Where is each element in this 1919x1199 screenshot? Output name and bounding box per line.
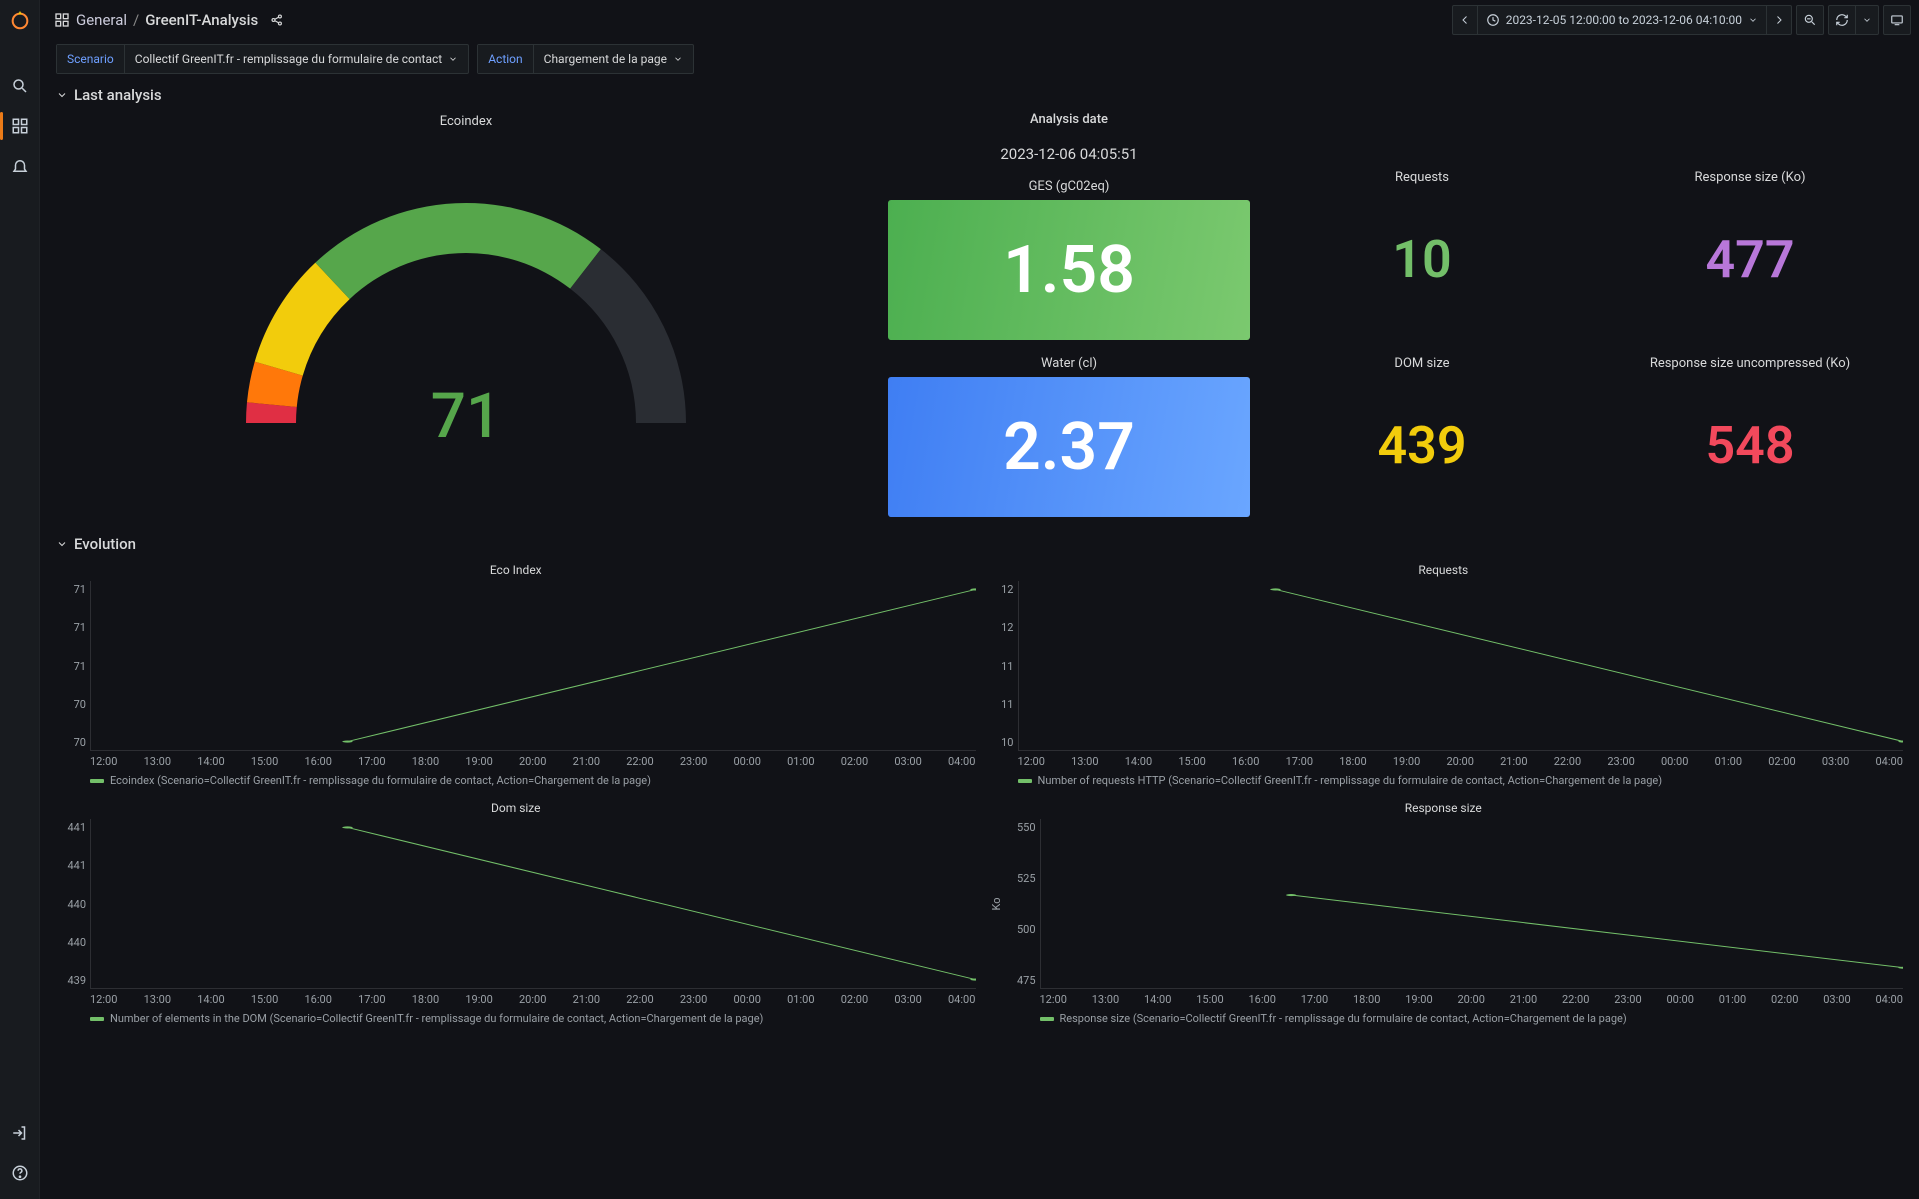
refresh-interval-button[interactable] (1855, 5, 1879, 35)
variable-row: Scenario Collectif GreenIT.fr - rempliss… (40, 40, 1919, 78)
breadcrumb-folder[interactable]: General (76, 11, 127, 29)
chevron-down-icon (1748, 15, 1758, 25)
chevron-down-icon (673, 54, 683, 64)
sidebar (0, 0, 40, 1199)
legend: Ecoindex (Scenario=Collectif GreenIT.fr … (56, 768, 976, 787)
stat-requests: 10 (1262, 189, 1582, 329)
row-title: Last analysis (74, 86, 162, 104)
variable-scenario: Scenario Collectif GreenIT.fr - rempliss… (56, 44, 469, 74)
row-header-evolution[interactable]: Evolution (56, 527, 1903, 557)
panel-chart-ecoindex: Eco Index 7171717070 12:0013:0014:0015:0… (56, 557, 976, 787)
view-mode-button[interactable] (1883, 5, 1911, 35)
panel-title: Water (cl) (884, 350, 1254, 375)
zoom-out-button[interactable] (1796, 5, 1824, 35)
topbar: General / GreenIT-Analysis 2023-12-05 12… (40, 0, 1919, 40)
stat-response-size: 477 (1590, 189, 1910, 329)
help-icon[interactable] (0, 1153, 40, 1193)
signin-icon[interactable] (0, 1113, 40, 1153)
panel-title: Response size (984, 795, 1904, 819)
dashboards-icon (54, 12, 70, 28)
row-title: Evolution (74, 535, 136, 553)
grafana-logo[interactable] (0, 0, 40, 40)
chevron-down-icon (56, 89, 68, 101)
time-range-forward-button[interactable] (1766, 5, 1792, 35)
panel-ecoindex: Ecoindex 71 (56, 108, 876, 519)
panel-chart-response: Response size Ko 550525500475 12:0013:00… (984, 795, 1904, 1025)
x-axis: 12:0013:0014:0015:0016:0017:0018:0019:00… (90, 993, 976, 1006)
x-axis: 12:0013:0014:0015:0016:0017:0018:0019:00… (1018, 755, 1904, 768)
search-icon[interactable] (0, 66, 40, 106)
time-range-picker[interactable]: 2023-12-05 12:00:00 to 2023-12-06 04:10:… (1477, 5, 1767, 35)
panel-title: Dom size (56, 795, 976, 819)
time-range-back-button[interactable] (1452, 5, 1478, 35)
plot[interactable] (1018, 581, 1904, 751)
plot[interactable] (1040, 819, 1904, 989)
variable-scenario-value[interactable]: Collectif GreenIT.fr - remplissage du fo… (125, 45, 468, 73)
panel-title: Ecoindex (56, 108, 876, 133)
stat-dom-size: 439 (1262, 375, 1582, 515)
time-range-label: 2023-12-05 12:00:00 to 2023-12-06 04:10:… (1506, 13, 1742, 27)
analysis-date-title: Analysis date (1030, 112, 1108, 127)
gauge-value: 71 (431, 380, 501, 453)
legend: Number of elements in the DOM (Scenario=… (56, 1006, 976, 1025)
panel-title: GES (gC02eq) (884, 173, 1254, 198)
plot[interactable] (90, 581, 976, 751)
y-axis: 441441440440439 (56, 819, 90, 989)
alerting-icon[interactable] (0, 146, 40, 186)
panel-title: Eco Index (56, 557, 976, 581)
y-axis: 1212111110 (984, 581, 1018, 751)
breadcrumb-dashboard[interactable]: GreenIT-Analysis (145, 11, 258, 29)
x-axis: 12:0013:0014:0015:0016:0017:0018:0019:00… (1040, 993, 1904, 1006)
stat-response-size-uncompressed: 548 (1590, 375, 1910, 515)
variable-action-value[interactable]: Chargement de la page (534, 45, 693, 73)
panel-title: DOM size (1262, 350, 1582, 375)
stat-water: 2.37 (888, 377, 1250, 517)
y-axis: 7171717070 (56, 581, 90, 751)
panel-title: Response size uncompressed (Ko) (1590, 350, 1910, 375)
clock-icon (1486, 13, 1500, 27)
dashboards-icon[interactable] (0, 106, 40, 146)
panel-dom-size: DOM size 439 (1262, 350, 1582, 519)
breadcrumb[interactable]: General / GreenIT-Analysis (48, 7, 290, 33)
panel-chart-requests: Requests 1212111110 12:0013:0014:0015:00… (984, 557, 1904, 787)
row-header-last-analysis[interactable]: Last analysis (56, 78, 1903, 108)
panel-title: Requests (984, 557, 1904, 581)
share-icon[interactable] (270, 13, 284, 27)
stat-ges: 1.58 (888, 200, 1250, 340)
variable-action-label: Action (478, 45, 533, 73)
y-axis-label: Ko (990, 897, 1003, 910)
variable-action: Action Chargement de la page (477, 44, 694, 74)
analysis-date-value: 2023-12-06 04:05:51 (1000, 145, 1137, 163)
breadcrumb-sep: / (133, 11, 139, 29)
panel-response-size: Response size (Ko) 477 (1590, 108, 1910, 342)
panel-chart-dom: Dom size 441441440440439 12:0013:0014:00… (56, 795, 976, 1025)
refresh-button[interactable] (1828, 5, 1856, 35)
toolbar: 2023-12-05 12:00:00 to 2023-12-06 04:10:… (1452, 5, 1911, 35)
panel-water: Water (cl) 2.37 (884, 350, 1254, 519)
legend: Response size (Scenario=Collectif GreenI… (984, 1006, 1904, 1025)
panel-analysis-date-ges: Analysis date 2023-12-06 04:05:51 GES (g… (884, 108, 1254, 342)
variable-scenario-label: Scenario (57, 45, 125, 73)
chevron-down-icon (448, 54, 458, 64)
panel-title: Response size (Ko) (1590, 164, 1910, 189)
legend: Number of requests HTTP (Scenario=Collec… (984, 768, 1904, 787)
panel-title: Requests (1262, 164, 1582, 189)
dashboard: Last analysis Ecoindex 71 Analysis (40, 78, 1919, 1199)
panel-requests: Requests 10 (1262, 108, 1582, 342)
chevron-down-icon (56, 538, 68, 550)
x-axis: 12:0013:0014:0015:0016:0017:0018:0019:00… (90, 755, 976, 768)
panel-response-size-uncompressed: Response size uncompressed (Ko) 548 (1590, 350, 1910, 519)
plot[interactable] (90, 819, 976, 989)
